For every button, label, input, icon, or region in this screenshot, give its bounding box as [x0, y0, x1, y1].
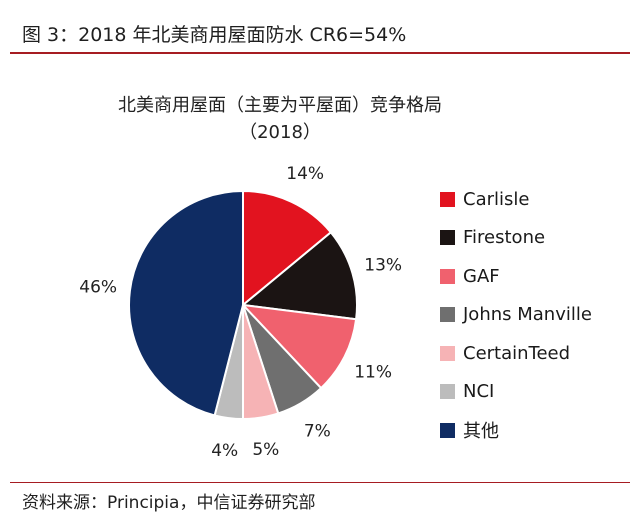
slice-label: 5% — [252, 440, 279, 460]
pie-slice-firestone — [240, 230, 358, 321]
figure-title: 图 3：2018 年北美商用屋面防水 CR6=54% — [22, 24, 407, 46]
top-rule — [10, 52, 630, 54]
chart-subtitle: （2018） — [239, 122, 321, 143]
legend-label: NCI — [463, 381, 495, 403]
slice-label: 13% — [364, 255, 402, 275]
bottom-rule — [10, 482, 630, 483]
slice-label: 7% — [304, 422, 331, 442]
chart-legend: Carlisle Firestone GAF Johns Manville Certai… — [440, 180, 592, 450]
legend-label: Carlisle — [463, 188, 530, 210]
legend-item: Carlisle — [440, 180, 592, 219]
chart-title: 北美商用屋面（主要为平屋面）竞争格局 — [118, 95, 442, 116]
slice-label: 14% — [286, 164, 324, 184]
legend-swatch — [440, 384, 455, 400]
legend-item: Johns Manville — [440, 296, 592, 335]
source-note: 资料来源：Principia，中信证券研究部 — [22, 493, 316, 513]
legend-item: Firestone — [440, 219, 592, 258]
legend-label: CertainTeed — [463, 342, 571, 364]
pie-slice-其他 — [128, 189, 244, 417]
legend-item: CertainTeed — [440, 334, 592, 373]
legend-label: 其他 — [463, 421, 499, 443]
slice-label: 46% — [79, 278, 117, 298]
pie-slice-carlisle — [242, 189, 333, 308]
legend-swatch — [440, 307, 455, 323]
legend-label: GAF — [463, 265, 500, 287]
legend-item: GAF — [440, 257, 592, 296]
legend-swatch — [440, 230, 455, 246]
legend-item: NCI — [440, 373, 592, 412]
slice-label: 11% — [354, 362, 392, 382]
legend-swatch — [440, 191, 455, 207]
legend-label: Johns Manville — [463, 304, 592, 326]
legend-swatch — [440, 268, 455, 284]
legend-swatch — [440, 422, 455, 438]
slice-label: 4% — [211, 441, 238, 461]
pie-slice-gaf — [240, 303, 358, 390]
legend-swatch — [440, 345, 455, 361]
legend-item: 其他 — [440, 411, 592, 450]
legend-label: Firestone — [463, 227, 546, 249]
